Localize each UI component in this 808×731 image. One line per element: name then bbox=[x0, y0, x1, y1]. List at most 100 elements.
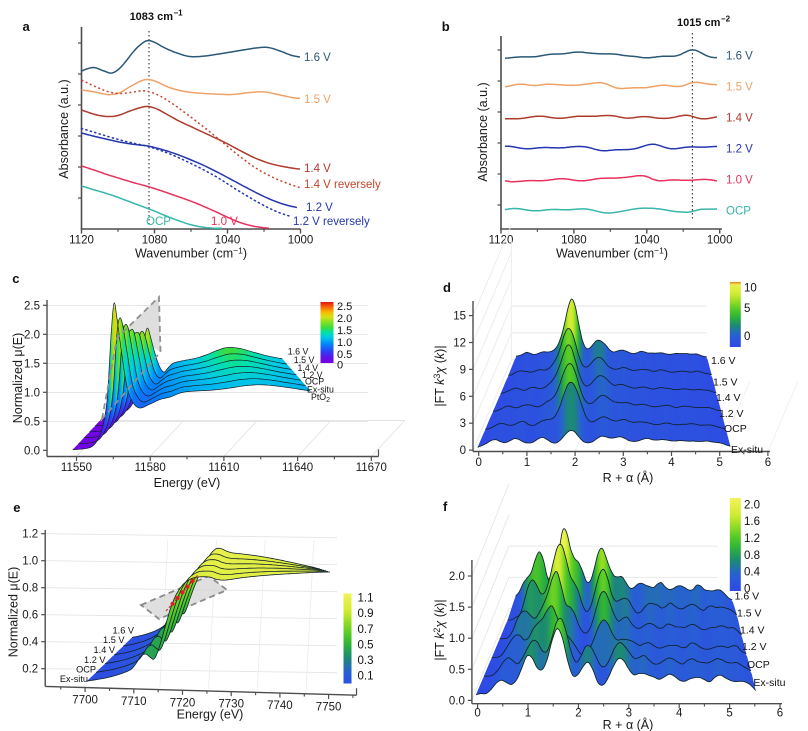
svg-text:1.2 V: 1.2 V bbox=[742, 641, 767, 653]
svg-text:Ex-situ: Ex-situ bbox=[731, 444, 763, 456]
svg-text:b: b bbox=[442, 19, 450, 34]
svg-text:12: 12 bbox=[453, 338, 466, 350]
svg-text:1.4 V: 1.4 V bbox=[716, 392, 741, 404]
svg-text:3: 3 bbox=[626, 708, 632, 720]
svg-text:1083 cm: 1083 cm bbox=[130, 11, 174, 23]
svg-text:OCP: OCP bbox=[724, 423, 747, 435]
svg-text:c: c bbox=[12, 271, 19, 286]
svg-text:0.6: 0.6 bbox=[22, 610, 38, 622]
svg-text:1.5 V: 1.5 V bbox=[713, 377, 738, 389]
svg-text:1.5: 1.5 bbox=[449, 602, 465, 614]
svg-text:7730: 7730 bbox=[218, 699, 244, 711]
svg-text:1.5: 1.5 bbox=[24, 358, 40, 370]
svg-text:0.5: 0.5 bbox=[358, 640, 374, 652]
svg-text:0.9: 0.9 bbox=[358, 608, 374, 620]
svg-text:7750: 7750 bbox=[316, 701, 342, 713]
svg-text:e: e bbox=[13, 500, 20, 515]
svg-text:0: 0 bbox=[460, 445, 466, 457]
svg-text:1080: 1080 bbox=[561, 235, 587, 247]
svg-text:Ex-situ: Ex-situ bbox=[60, 674, 88, 684]
svg-text:d: d bbox=[443, 280, 451, 295]
svg-text:10: 10 bbox=[744, 283, 757, 295]
svg-text:1000: 1000 bbox=[288, 235, 314, 247]
svg-text:OCP: OCP bbox=[726, 206, 751, 218]
svg-text:1.2 V: 1.2 V bbox=[726, 144, 753, 156]
svg-text:5: 5 bbox=[716, 457, 722, 469]
svg-text:|FT k3χ (k)|: |FT k3χ (k)| bbox=[432, 345, 447, 406]
svg-text:1.6 V: 1.6 V bbox=[735, 591, 760, 603]
svg-text:0.0: 0.0 bbox=[449, 695, 465, 707]
svg-text:1.2: 1.2 bbox=[744, 533, 760, 545]
svg-text:R + α (Å): R + α (Å) bbox=[603, 470, 654, 485]
svg-text:1.5 V: 1.5 V bbox=[726, 82, 753, 94]
svg-text:1.0: 1.0 bbox=[24, 387, 40, 399]
svg-text:2.0: 2.0 bbox=[449, 571, 465, 583]
svg-text:R + α (Å): R + α (Å) bbox=[603, 717, 654, 731]
svg-text:2.0: 2.0 bbox=[744, 499, 760, 511]
svg-text:1.0 V: 1.0 V bbox=[726, 175, 753, 187]
svg-text:1.6 V: 1.6 V bbox=[726, 51, 753, 63]
svg-text:0.1: 0.1 bbox=[358, 670, 374, 682]
svg-text:1120: 1120 bbox=[69, 235, 94, 247]
svg-text:6: 6 bbox=[765, 457, 771, 469]
svg-text:Energy (eV): Energy (eV) bbox=[177, 708, 244, 722]
svg-text:1040: 1040 bbox=[215, 235, 241, 247]
svg-text:Ex-situ: Ex-situ bbox=[307, 384, 334, 394]
svg-text:0.3: 0.3 bbox=[358, 655, 374, 667]
svg-text:Wavenumber (cm−1): Wavenumber (cm−1) bbox=[556, 246, 668, 261]
svg-text:1015 cm: 1015 cm bbox=[677, 17, 721, 29]
svg-text:1.6: 1.6 bbox=[744, 516, 760, 528]
svg-text:4: 4 bbox=[668, 457, 675, 469]
svg-text:0: 0 bbox=[744, 584, 750, 596]
svg-text:6: 6 bbox=[460, 391, 466, 403]
svg-text:1.2 V: 1.2 V bbox=[84, 655, 106, 665]
svg-text:11550: 11550 bbox=[61, 462, 92, 474]
svg-text:11610: 11610 bbox=[208, 462, 239, 474]
svg-text:OCP: OCP bbox=[146, 216, 171, 228]
svg-text:1.2: 1.2 bbox=[22, 529, 38, 541]
svg-text:−1: −1 bbox=[174, 9, 184, 18]
svg-text:1.5 V: 1.5 V bbox=[294, 355, 315, 365]
svg-text:−2: −2 bbox=[721, 15, 731, 24]
svg-text:0: 0 bbox=[337, 360, 343, 372]
svg-text:0.5: 0.5 bbox=[337, 349, 352, 361]
svg-text:7720: 7720 bbox=[170, 697, 196, 709]
svg-text:1.0: 1.0 bbox=[337, 337, 352, 349]
svg-text:7700: 7700 bbox=[72, 695, 98, 707]
svg-text:1.4 V: 1.4 V bbox=[298, 363, 319, 373]
svg-text:1.0: 1.0 bbox=[449, 633, 465, 645]
svg-text:1.2 V reversely: 1.2 V reversely bbox=[293, 216, 370, 228]
svg-text:6: 6 bbox=[777, 708, 783, 720]
svg-text:0: 0 bbox=[475, 457, 481, 469]
svg-text:1.0 V: 1.0 V bbox=[211, 216, 238, 228]
svg-text:PtO2: PtO2 bbox=[311, 392, 330, 404]
svg-text:OCP: OCP bbox=[305, 376, 324, 386]
svg-text:1000: 1000 bbox=[707, 235, 733, 247]
svg-text:2.5: 2.5 bbox=[337, 301, 352, 313]
svg-text:Wavenumber (cm−1): Wavenumber (cm−1) bbox=[135, 246, 247, 261]
svg-text:1.6 V: 1.6 V bbox=[288, 347, 309, 357]
svg-text:Ex-situ: Ex-situ bbox=[753, 677, 785, 689]
svg-text:Normalized μ(E): Normalized μ(E) bbox=[11, 333, 25, 424]
svg-text:0.8: 0.8 bbox=[744, 550, 760, 562]
svg-text:0.4: 0.4 bbox=[744, 567, 761, 579]
svg-text:1.5: 1.5 bbox=[337, 325, 352, 337]
svg-text:7740: 7740 bbox=[267, 700, 293, 712]
svg-text:1.5 V: 1.5 V bbox=[737, 608, 762, 620]
svg-text:0.5: 0.5 bbox=[449, 664, 465, 676]
svg-text:0.7: 0.7 bbox=[358, 624, 374, 636]
svg-text:1.6 V: 1.6 V bbox=[304, 52, 331, 64]
svg-text:0.5: 0.5 bbox=[24, 416, 40, 428]
svg-text:1: 1 bbox=[525, 708, 531, 720]
svg-text:2: 2 bbox=[575, 708, 581, 720]
svg-text:2.5: 2.5 bbox=[24, 300, 40, 312]
svg-text:0.0: 0.0 bbox=[24, 445, 40, 457]
svg-text:5: 5 bbox=[744, 303, 750, 315]
svg-text:a: a bbox=[23, 19, 31, 34]
svg-text:Absorbance (a.u.): Absorbance (a.u.) bbox=[476, 82, 490, 181]
svg-text:1.4 V: 1.4 V bbox=[94, 645, 116, 655]
svg-text:0.8: 0.8 bbox=[22, 583, 38, 595]
svg-text:OCP: OCP bbox=[76, 665, 96, 675]
svg-text:1.4 V: 1.4 V bbox=[726, 113, 753, 125]
svg-text:2.0: 2.0 bbox=[24, 329, 40, 341]
